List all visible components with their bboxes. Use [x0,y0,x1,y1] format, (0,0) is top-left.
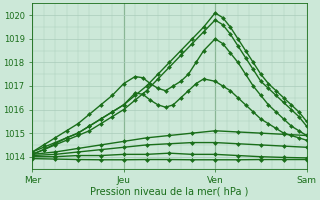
X-axis label: Pression niveau de la mer( hPa ): Pression niveau de la mer( hPa ) [90,187,249,197]
